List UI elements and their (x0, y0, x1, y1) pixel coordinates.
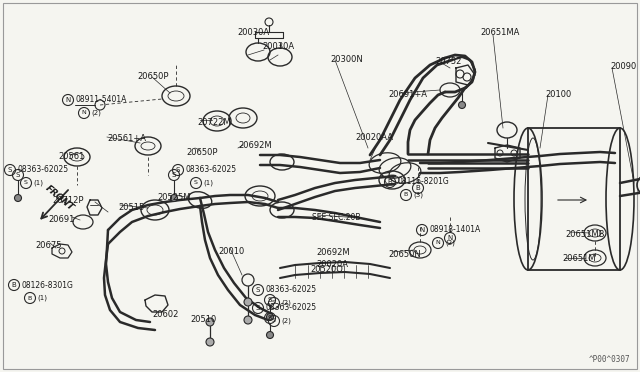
Circle shape (266, 331, 273, 339)
Text: S: S (194, 180, 198, 186)
Text: 20675: 20675 (35, 241, 61, 250)
Text: S: S (256, 305, 260, 311)
Circle shape (15, 195, 22, 202)
Text: S: S (8, 167, 12, 173)
Text: B: B (404, 192, 408, 198)
Text: S: S (272, 301, 276, 305)
Circle shape (206, 318, 214, 326)
Circle shape (266, 314, 273, 321)
Text: 20510: 20510 (190, 315, 216, 324)
Text: 20691+A: 20691+A (388, 90, 427, 99)
Text: 08918-1401A: 08918-1401A (429, 225, 481, 234)
Text: (2): (2) (282, 318, 291, 324)
Text: 08911-5401A: 08911-5401A (76, 96, 127, 105)
Text: 20030A: 20030A (262, 42, 294, 51)
Text: B: B (12, 282, 17, 288)
Text: N: N (436, 241, 440, 246)
Text: 20090: 20090 (610, 62, 636, 71)
Text: N: N (82, 110, 86, 115)
Text: (1): (1) (33, 180, 44, 186)
Text: ^P00^0307: ^P00^0307 (588, 355, 630, 364)
Text: 20651MB: 20651MB (565, 230, 605, 239)
Circle shape (244, 298, 252, 306)
Text: 08363-62025: 08363-62025 (186, 166, 237, 174)
Bar (528, 128, 620, 270)
Text: 20100: 20100 (545, 90, 572, 99)
Text: 20691: 20691 (48, 215, 74, 224)
Text: S: S (172, 172, 176, 178)
Text: S: S (268, 297, 272, 303)
Text: N: N (65, 97, 70, 103)
Text: 20525M: 20525M (157, 193, 191, 202)
Circle shape (458, 102, 465, 109)
Text: 20651M: 20651M (562, 254, 596, 263)
Text: 20561: 20561 (58, 152, 84, 161)
Text: 08126-8301G: 08126-8301G (22, 280, 74, 289)
Text: 20650P: 20650P (186, 148, 218, 157)
Circle shape (206, 338, 214, 346)
Text: S: S (16, 172, 20, 178)
Text: (2): (2) (282, 300, 291, 306)
Text: N: N (419, 227, 424, 233)
Text: (2): (2) (445, 240, 456, 246)
Text: N: N (447, 235, 452, 241)
Text: (1): (1) (38, 295, 47, 301)
Circle shape (244, 316, 252, 324)
Text: 20010: 20010 (218, 247, 244, 256)
Text: 20602: 20602 (152, 310, 179, 319)
Text: 20020A: 20020A (316, 260, 348, 269)
Text: (1): (1) (204, 180, 214, 186)
Text: B: B (415, 185, 420, 191)
Text: 20020AA: 20020AA (355, 133, 393, 142)
Text: B: B (388, 179, 392, 185)
Text: (2): (2) (92, 110, 101, 116)
Text: 20752: 20752 (435, 57, 461, 66)
Text: S: S (256, 287, 260, 293)
Text: 08363-62025: 08363-62025 (17, 166, 68, 174)
Text: 20515: 20515 (118, 203, 144, 212)
Text: 20520O: 20520O (310, 265, 343, 274)
Text: 20300N: 20300N (330, 55, 363, 64)
Text: S: S (268, 315, 272, 321)
Text: 20722M: 20722M (197, 118, 230, 127)
Circle shape (170, 195, 177, 202)
Text: B: B (28, 295, 32, 301)
Text: 20650P: 20650P (137, 72, 168, 81)
Text: 20692M: 20692M (238, 141, 271, 150)
Text: S: S (176, 167, 180, 173)
Text: 08363-62025: 08363-62025 (266, 285, 317, 295)
Text: (3): (3) (413, 192, 424, 198)
Text: 20030A: 20030A (237, 28, 269, 37)
Text: S: S (272, 318, 276, 324)
Text: SEE SEC.20B: SEE SEC.20B (312, 213, 360, 222)
Text: 20650N: 20650N (388, 250, 420, 259)
Text: 08363-62025: 08363-62025 (266, 304, 317, 312)
Text: 20561+A: 20561+A (107, 134, 146, 143)
Text: FRONT: FRONT (44, 183, 76, 212)
Text: 20651MA: 20651MA (480, 28, 520, 37)
Text: 20692M: 20692M (316, 248, 349, 257)
Text: 20712P: 20712P (52, 196, 83, 205)
Text: 08116-8201G: 08116-8201G (397, 177, 449, 186)
Text: S: S (24, 180, 28, 186)
